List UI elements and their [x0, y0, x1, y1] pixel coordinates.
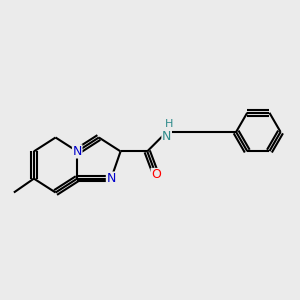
Text: O: O — [151, 169, 161, 182]
Text: N: N — [73, 145, 82, 158]
Text: H: H — [165, 119, 174, 129]
Text: N: N — [106, 172, 116, 185]
Text: N: N — [162, 130, 171, 142]
